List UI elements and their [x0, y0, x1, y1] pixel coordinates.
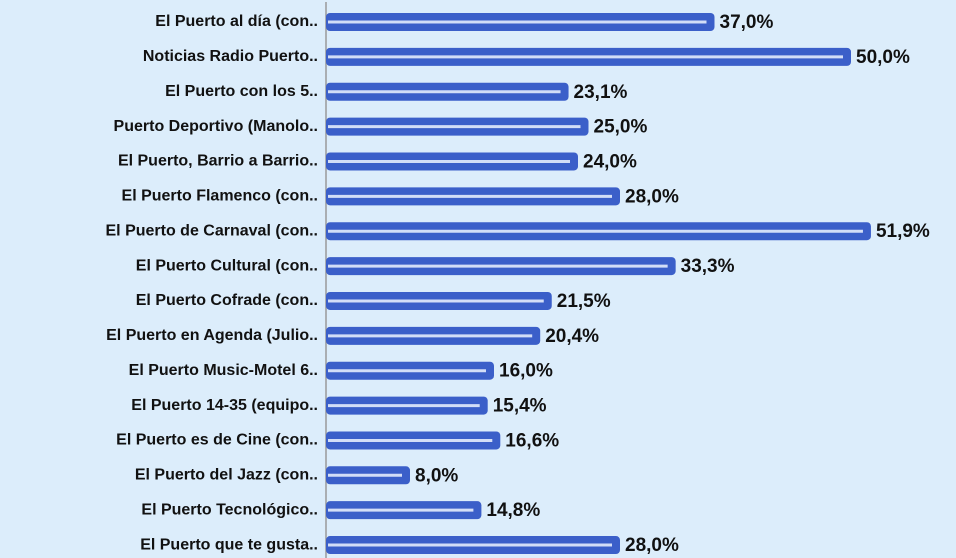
category-label: El Puerto Flamenco (con..: [122, 188, 318, 205]
category-label: El Puerto Cofrade (con..: [136, 292, 318, 309]
value-label: 15,4%: [493, 396, 547, 417]
value-label: 28,0%: [625, 186, 679, 207]
value-label: 23,1%: [574, 82, 628, 103]
value-label: 33,3%: [681, 256, 735, 277]
value-label: 14,8%: [486, 500, 540, 521]
category-label: El Puerto es de Cine (con..: [116, 432, 318, 449]
value-label: 20,4%: [545, 326, 599, 347]
category-label: El Puerto Music-Motel 6..: [129, 362, 318, 379]
category-label: Puerto Deportivo (Manolo..: [114, 118, 318, 135]
category-label: El Puerto Tecnológico..: [141, 501, 318, 518]
category-label: El Puerto al día (con..: [155, 13, 318, 30]
value-label: 50,0%: [856, 47, 910, 68]
category-label: El Puerto en Agenda (Julio..: [106, 327, 318, 344]
category-label: El Puerto de Carnaval (con..: [106, 222, 319, 239]
category-label: El Puerto del Jazz (con..: [135, 467, 318, 484]
value-label: 37,0%: [720, 12, 774, 33]
value-label: 8,0%: [415, 465, 458, 486]
value-label: 24,0%: [583, 151, 637, 172]
value-label: 16,0%: [499, 361, 553, 382]
value-label: 51,9%: [876, 221, 930, 242]
category-label: El Puerto, Barrio a Barrio..: [118, 153, 318, 170]
category-label: El Puerto Cultural (con..: [136, 257, 318, 274]
value-label: 28,0%: [625, 535, 679, 556]
value-label: 21,5%: [557, 291, 611, 312]
value-label: 16,6%: [505, 430, 559, 451]
category-label: El Puerto 14-35 (equipo..: [131, 397, 318, 414]
category-label: Noticias Radio Puerto..: [143, 48, 318, 65]
value-label: 25,0%: [594, 117, 648, 138]
category-label: El Puerto con los 5..: [165, 83, 318, 100]
category-label: El Puerto que te gusta..: [140, 536, 318, 553]
